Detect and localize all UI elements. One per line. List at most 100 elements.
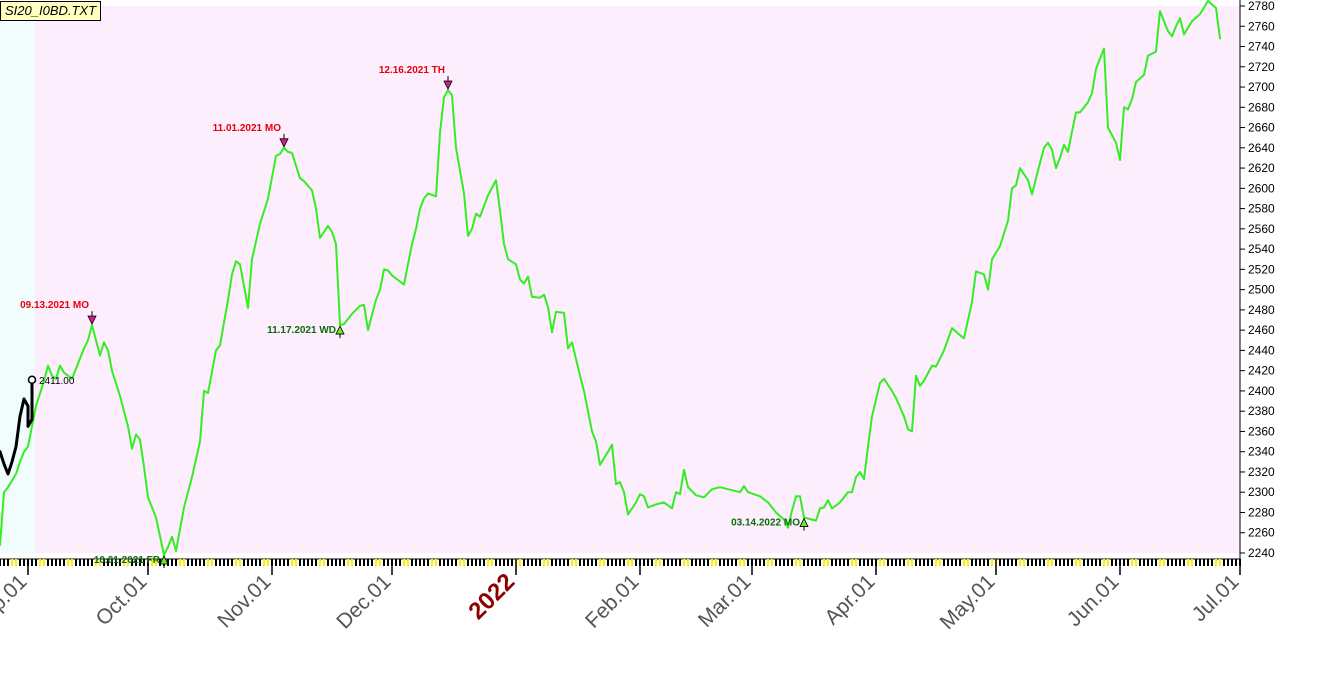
- x-day-tick: [151, 559, 153, 566]
- y-axis: 2240 2260 2280 2300 2320 2340 2360 2380 2400 2420…: [1239, 0, 1275, 560]
- x-day-tick: [843, 559, 845, 566]
- y-tick-label: 2700: [1248, 80, 1275, 94]
- x-day-tick: [1107, 559, 1109, 566]
- x-day-tick: [1027, 559, 1029, 566]
- x-day-tick: [763, 559, 765, 566]
- x-day-tick: [507, 559, 509, 566]
- x-day-tick: [1235, 559, 1237, 566]
- x-day-tick: [3, 559, 5, 566]
- x-day-tick: [923, 559, 925, 566]
- x-day-tick: [615, 559, 617, 566]
- y-tick-label: 2500: [1248, 283, 1275, 297]
- x-day-tick: [87, 559, 89, 566]
- x-day-tick: [375, 559, 377, 566]
- x-day-tick: [303, 559, 305, 566]
- x-day-tick: [807, 559, 809, 566]
- x-day-tick: [1011, 559, 1013, 566]
- x-day-tick: [1015, 559, 1017, 566]
- x-day-tick: [919, 559, 921, 566]
- x-day-tick: [483, 559, 485, 566]
- x-day-tick: [227, 559, 229, 566]
- x-day-tick: [43, 559, 45, 566]
- y-tick-label: 2760: [1248, 19, 1275, 33]
- x-day-tick: [467, 559, 469, 566]
- y-tick-label: 2620: [1248, 161, 1275, 175]
- x-day-tick: [1231, 559, 1233, 566]
- y-tick-label: 2580: [1248, 202, 1275, 216]
- x-day-tick: [819, 559, 821, 566]
- x-day-tick: [255, 559, 257, 566]
- x-day-tick: [215, 559, 217, 566]
- x-day-tick: [1007, 559, 1009, 566]
- x-day-tick: [703, 559, 705, 566]
- x-day-tick: [31, 559, 33, 566]
- x-day-tick: [319, 559, 321, 566]
- x-day-tick: [471, 559, 473, 566]
- x-day-tick: [1135, 559, 1137, 566]
- x-day-tick: [1071, 559, 1073, 566]
- file-name-label: SI20_I0BD.TXT: [0, 1, 102, 21]
- x-day-tick: [95, 559, 97, 566]
- high-annotation-label: 11.01.2021 MO: [213, 123, 282, 134]
- x-day-tick: [1183, 559, 1185, 566]
- x-day-tick: [983, 559, 985, 566]
- x-day-tick: [199, 559, 201, 566]
- high-marker-arrow: [443, 80, 453, 90]
- x-day-tick: [167, 559, 169, 566]
- x-day-tick: [519, 559, 521, 566]
- x-day-tick: [795, 559, 797, 566]
- y-tick-label: 2340: [1248, 445, 1275, 459]
- x-year-label: 2022: [463, 568, 520, 625]
- x-day-tick: [759, 559, 761, 566]
- x-day-tick: [723, 559, 725, 566]
- x-day-tick: [259, 559, 261, 566]
- high-marker-arrow: [279, 138, 289, 148]
- x-day-tick: [1079, 559, 1081, 566]
- x-day-tick: [1195, 559, 1197, 566]
- y-tick-label: 2740: [1248, 40, 1275, 54]
- y-tick-label: 2320: [1248, 465, 1275, 479]
- x-day-tick: [1043, 559, 1045, 566]
- x-day-tick: [479, 559, 481, 566]
- low-annotation-label: 10.01.2021 FR: [94, 555, 161, 566]
- x-day-tick: [347, 559, 349, 566]
- x-day-tick: [955, 559, 957, 566]
- x-day-tick: [599, 559, 601, 566]
- x-day-tick: [443, 559, 445, 566]
- x-day-tick: [1099, 559, 1101, 566]
- x-day-tick: [651, 559, 653, 566]
- x-day-tick: [563, 559, 565, 566]
- x-day-tick: [539, 559, 541, 566]
- x-day-tick: [771, 559, 773, 566]
- x-day-tick: [439, 559, 441, 566]
- x-day-tick: [851, 559, 853, 566]
- x-day-tick: [499, 559, 501, 566]
- x-day-tick: [239, 559, 241, 566]
- x-day-tick: [647, 559, 649, 566]
- x-day-tick: [1191, 559, 1193, 566]
- x-day-tick: [1047, 559, 1049, 566]
- x-day-tick: [799, 559, 801, 566]
- x-day-tick: [1223, 559, 1225, 566]
- x-day-tick: [123, 559, 125, 566]
- x-day-tick: [891, 559, 893, 566]
- x-day-tick: [379, 559, 381, 566]
- x-day-tick: [1067, 559, 1069, 566]
- y-tick-label: 2720: [1248, 60, 1275, 74]
- annotations-group: 09.13.2021 MO 10.01.2021 FR 11.01.2021 MO 1…: [20, 65, 809, 569]
- x-day-tick: [91, 559, 93, 566]
- x-day-tick: [627, 559, 629, 566]
- x-day-tick: [231, 559, 233, 566]
- x-day-tick: [455, 559, 457, 566]
- x-day-tick: [107, 559, 109, 566]
- x-day-tick: [1031, 559, 1033, 566]
- high-annotation-label: 12.16.2021 TH: [379, 65, 445, 76]
- x-tick-label: Mar.01: [694, 570, 756, 632]
- x-day-tick: [1207, 559, 1209, 566]
- x-day-tick: [1203, 559, 1205, 566]
- x-day-tick: [67, 559, 69, 566]
- x-day-tick: [943, 559, 945, 566]
- x-day-tick: [431, 559, 433, 566]
- y-tick-label: 2280: [1248, 505, 1275, 519]
- x-day-tick: [1215, 559, 1217, 566]
